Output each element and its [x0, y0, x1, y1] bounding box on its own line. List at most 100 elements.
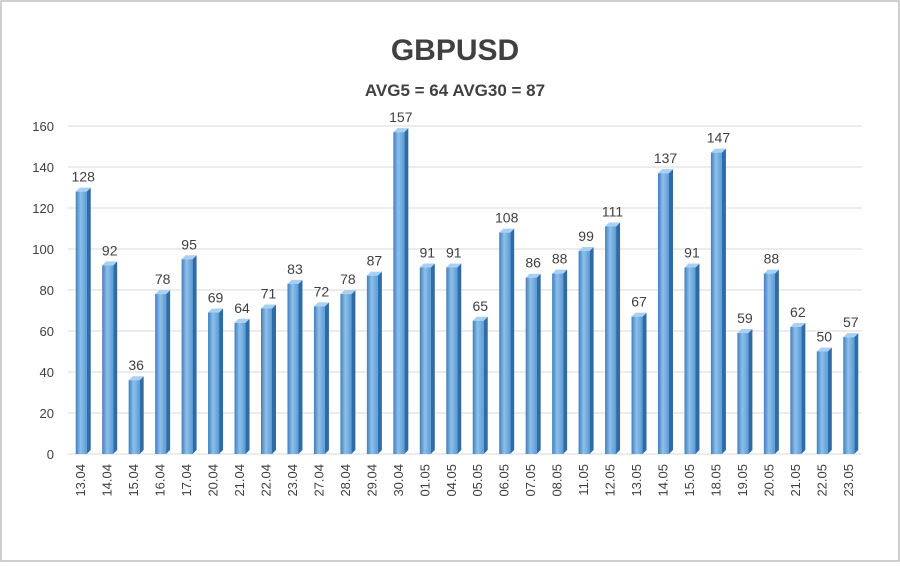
data-label: 108 — [495, 210, 519, 226]
y-tick-label: 40 — [40, 365, 54, 380]
bar-side — [192, 255, 197, 454]
bar-front — [790, 326, 802, 454]
x-tick-label: 19.05 — [735, 464, 750, 497]
data-label: 88 — [764, 251, 780, 267]
bar-front — [287, 283, 299, 454]
data-label: 67 — [631, 294, 647, 310]
bar — [684, 263, 700, 454]
x-tick-label: 30.04 — [391, 464, 406, 497]
bar-top — [155, 290, 171, 295]
bar — [552, 269, 568, 454]
bar-front — [261, 308, 272, 454]
bar-front — [234, 322, 246, 454]
y-tick-label: 100 — [32, 242, 54, 257]
bar-front — [737, 333, 749, 454]
data-label: 91 — [420, 244, 436, 260]
bar — [843, 333, 859, 454]
bar-top — [340, 290, 356, 295]
data-label: 78 — [340, 271, 356, 287]
bar — [446, 263, 462, 454]
data-label: 59 — [737, 310, 753, 326]
data-label: 147 — [707, 130, 731, 146]
data-label: 99 — [578, 228, 594, 244]
x-tick-label: 05.05 — [470, 464, 485, 497]
y-tick-label: 160 — [32, 119, 54, 134]
data-label: 157 — [389, 109, 413, 125]
x-tick-label: 11.05 — [576, 464, 591, 496]
chart-subtitle: AVG5 = 64 AVG30 = 87 — [365, 81, 545, 100]
data-label: 36 — [128, 357, 144, 373]
bar-top — [843, 333, 859, 338]
y-axis-ticks: 0 20 40 60 80 100 120 140 160 — [32, 119, 54, 462]
bar-top — [605, 222, 621, 227]
bar-side — [219, 308, 224, 454]
bar — [790, 322, 806, 454]
bar-top — [710, 148, 726, 153]
bar-front — [684, 267, 696, 454]
x-tick-label: 18.05 — [708, 464, 723, 497]
x-tick-label: 20.04 — [206, 464, 221, 497]
bar-top — [499, 228, 515, 233]
bar — [419, 263, 435, 454]
bar-top — [102, 261, 118, 266]
bar-front — [419, 267, 431, 454]
data-label: 71 — [261, 285, 277, 301]
x-tick-label: 22.04 — [259, 464, 274, 497]
bar — [737, 329, 753, 454]
bar-side — [536, 273, 541, 454]
data-label: 65 — [472, 298, 488, 314]
bar — [340, 290, 356, 454]
x-tick-label: 28.04 — [338, 464, 353, 497]
bar — [710, 148, 726, 454]
bar-side — [245, 318, 250, 454]
x-tick-label: 15.05 — [682, 464, 697, 497]
data-label: 92 — [102, 242, 118, 258]
bar-top — [658, 169, 673, 174]
bar-front — [658, 173, 669, 454]
bar-side — [298, 279, 303, 454]
bar — [102, 261, 118, 454]
y-tick-label: 20 — [40, 406, 54, 421]
bar-top — [816, 347, 832, 352]
chart-title: GBPUSD — [391, 34, 519, 67]
data-label: 128 — [72, 169, 96, 185]
bar-top — [737, 329, 753, 334]
bar — [287, 279, 303, 454]
bar — [525, 273, 541, 454]
bar-side — [642, 312, 647, 454]
x-tick-label: 17.04 — [179, 464, 194, 497]
x-tick-label: 15.04 — [126, 464, 141, 497]
bar-top — [366, 271, 382, 276]
bar — [234, 318, 250, 454]
bar-front — [525, 277, 537, 454]
data-label: 64 — [234, 300, 250, 316]
bar-side — [669, 169, 673, 454]
bar-side — [272, 304, 276, 454]
bar-top — [552, 269, 568, 274]
bar — [578, 247, 594, 454]
bar-front — [366, 275, 378, 454]
bar-side — [457, 263, 462, 454]
bar-top — [393, 128, 409, 133]
bar-top — [578, 247, 594, 252]
data-label: 87 — [367, 253, 383, 269]
bar — [393, 128, 409, 454]
x-tick-label: 27.04 — [311, 464, 326, 497]
bar — [816, 347, 832, 454]
bar-front — [499, 232, 511, 454]
bar-front — [313, 306, 325, 454]
bar-side — [695, 263, 700, 454]
bar — [128, 376, 144, 454]
bar-front — [446, 267, 458, 454]
bar-front — [102, 265, 114, 454]
x-tick-label: 22.05 — [814, 464, 829, 497]
bar-top — [631, 312, 647, 317]
bar-side — [351, 290, 356, 454]
bar-top — [128, 376, 144, 381]
bar-top — [208, 308, 224, 313]
bar-front — [208, 312, 220, 454]
bar-front — [763, 273, 775, 454]
data-labels: 128 92 36 78 95 69 64 71 83 72 78 87 157 91 91 65 108 86 8… — [72, 109, 859, 373]
x-tick-label: 08.05 — [550, 464, 565, 497]
